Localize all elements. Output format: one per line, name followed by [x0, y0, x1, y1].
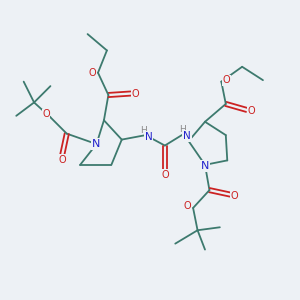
Text: O: O — [89, 68, 96, 78]
Text: O: O — [231, 191, 238, 201]
Text: O: O — [223, 75, 230, 85]
Text: N: N — [183, 131, 191, 141]
Text: N: N — [201, 161, 209, 171]
Text: O: O — [247, 106, 255, 116]
Text: H: H — [179, 125, 185, 134]
Text: O: O — [184, 202, 192, 212]
Text: H: H — [140, 126, 147, 135]
Text: O: O — [161, 170, 169, 180]
Text: O: O — [131, 88, 139, 98]
Text: O: O — [42, 109, 50, 119]
Text: O: O — [58, 155, 66, 165]
Text: N: N — [145, 132, 152, 142]
Text: N: N — [92, 139, 101, 149]
